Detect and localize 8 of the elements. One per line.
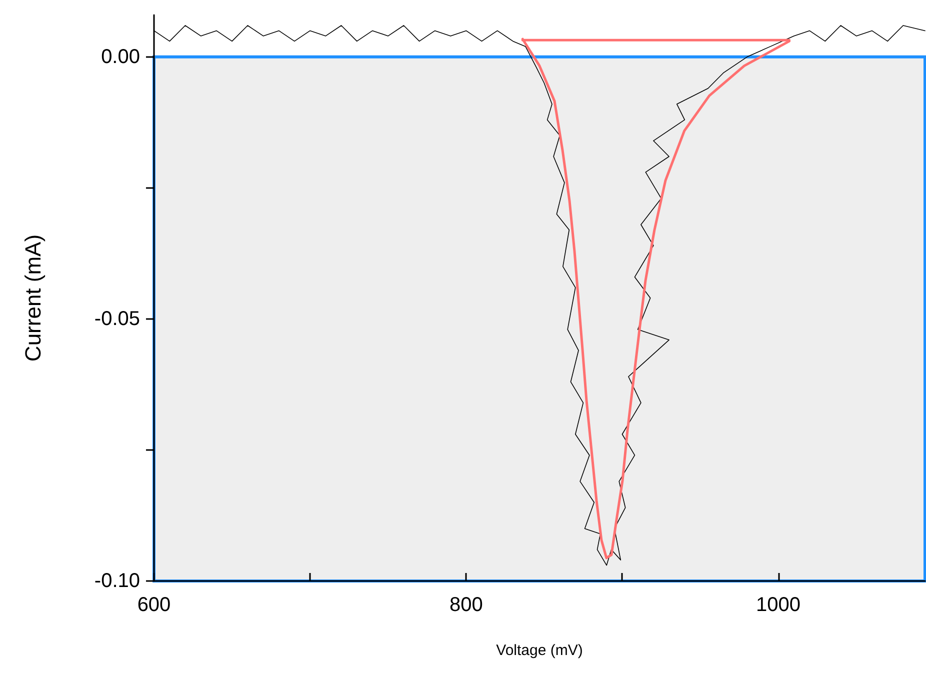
- x-tick-label: 600: [137, 594, 171, 616]
- x-tick-label: 1000: [756, 594, 801, 616]
- x-axis-title: Voltage (mV): [496, 642, 583, 659]
- y-axis-title: Current (mA): [20, 234, 46, 362]
- y-tick-label: -0.05: [94, 308, 140, 330]
- y-tick-label: -0.10: [94, 570, 140, 592]
- x-tick-label: 800: [449, 594, 483, 616]
- y-tick-label: 0.00: [101, 46, 140, 68]
